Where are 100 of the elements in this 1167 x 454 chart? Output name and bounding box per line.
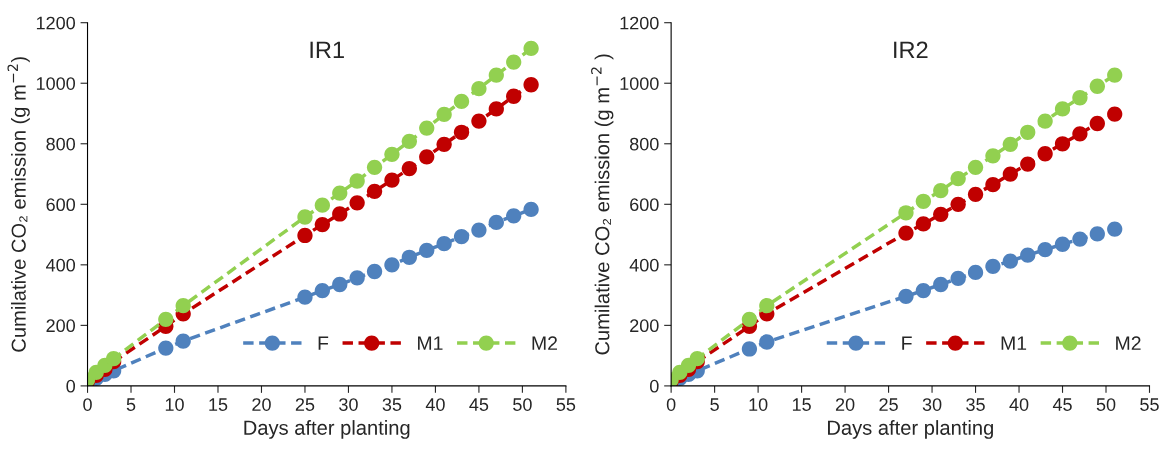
point: [419, 149, 435, 165]
point: [898, 225, 914, 241]
y-tick-label: 1000: [36, 77, 76, 90]
x-tick-label: 20: [252, 398, 271, 411]
y-tick-label: 800: [629, 137, 659, 151]
point: [985, 148, 1001, 164]
y-tick-label: 400: [629, 258, 659, 272]
point: [175, 298, 191, 314]
point: [759, 298, 775, 314]
point: [332, 206, 348, 222]
x-tick-label: 0: [666, 398, 676, 411]
text: IR1: [310, 41, 344, 58]
point: [384, 172, 400, 188]
legend-label: M1: [1001, 336, 1027, 350]
point: [332, 276, 348, 293]
y-axis-title: Cumilative CO₂ emission (g m$^{−2}$ ): [591, 54, 614, 355]
y-tick-label: 200: [630, 319, 659, 333]
point: [933, 183, 949, 199]
point: [488, 101, 504, 117]
point: [1037, 242, 1053, 258]
point: [366, 183, 383, 199]
point: [471, 113, 487, 129]
x-tick-label: 35: [382, 398, 402, 411]
point: [349, 173, 365, 189]
point: [419, 242, 435, 258]
point: [436, 236, 452, 252]
point: [1072, 90, 1088, 106]
point: [1002, 136, 1018, 153]
point: [453, 229, 470, 245]
point: [1037, 146, 1053, 162]
x-tick-label: 30: [922, 398, 942, 411]
y-tick-label: 600: [630, 198, 659, 212]
point: [332, 185, 348, 201]
point: [506, 208, 522, 224]
x-tick-label: 10: [165, 398, 184, 411]
x-tick-label: 40: [1009, 398, 1029, 411]
x-tick-label: 35: [966, 398, 985, 411]
point: [366, 263, 383, 280]
x-tick-label: 15: [792, 398, 811, 411]
point: [506, 54, 522, 70]
x-tick-label: 25: [295, 398, 315, 411]
point: [950, 196, 966, 212]
y-tick-label: 800: [46, 137, 76, 151]
point: [314, 282, 330, 299]
x-tick-label: 40: [425, 398, 445, 411]
point: [384, 146, 400, 162]
point: [950, 170, 966, 187]
point: [985, 176, 1001, 193]
y-tick-label: 1000: [620, 77, 659, 90]
x-tick-label: 45: [469, 398, 489, 411]
x-tick-label: 55: [1140, 398, 1159, 411]
point: [314, 216, 330, 233]
y-tick-label: 400: [46, 258, 76, 272]
point: [158, 311, 174, 327]
x-tick-label: 5: [710, 398, 719, 411]
point: [1107, 221, 1123, 237]
point: [1020, 124, 1036, 140]
point: [950, 270, 966, 287]
x-tick-label: 0: [83, 398, 92, 411]
x-tick-label: 25: [879, 398, 898, 411]
point: [1054, 236, 1071, 252]
x-tick-label: 15: [209, 398, 228, 411]
point: [741, 311, 758, 327]
y-axis-title: Cumilative CO₂ emission (g m$^{−2}$): [7, 57, 30, 352]
point: [967, 159, 984, 176]
point: [1072, 231, 1088, 247]
point: [1002, 166, 1018, 182]
point: [1072, 126, 1088, 142]
point: [967, 264, 984, 281]
point: [985, 258, 1001, 274]
x-tick-label: 55: [556, 398, 576, 411]
text: IR2: [894, 41, 928, 58]
point: [506, 88, 522, 104]
point: [1089, 226, 1105, 242]
point: [175, 333, 191, 349]
point: [453, 93, 470, 110]
y-tick-label: 1200: [620, 16, 659, 30]
point: [523, 40, 539, 57]
point: [1054, 136, 1071, 152]
point: [453, 124, 470, 140]
point: [1089, 78, 1105, 94]
legend-label: M1: [418, 336, 443, 350]
legend-label: F: [902, 336, 912, 350]
point: [967, 186, 984, 202]
point: [436, 106, 452, 123]
point: [1054, 101, 1071, 117]
x-tick-label: 10: [749, 398, 768, 411]
point: [898, 288, 914, 304]
point: [523, 201, 539, 218]
x-tick-label: 5: [126, 398, 136, 411]
x-tick-label: 30: [339, 398, 358, 411]
point: [314, 197, 330, 213]
point: [297, 209, 313, 225]
point: [349, 270, 365, 286]
point: [1107, 106, 1123, 122]
point: [488, 67, 504, 83]
point: [915, 193, 931, 209]
x-tick-label: 50: [513, 398, 532, 411]
point: [1020, 247, 1036, 263]
legend-label: M2: [532, 336, 557, 350]
